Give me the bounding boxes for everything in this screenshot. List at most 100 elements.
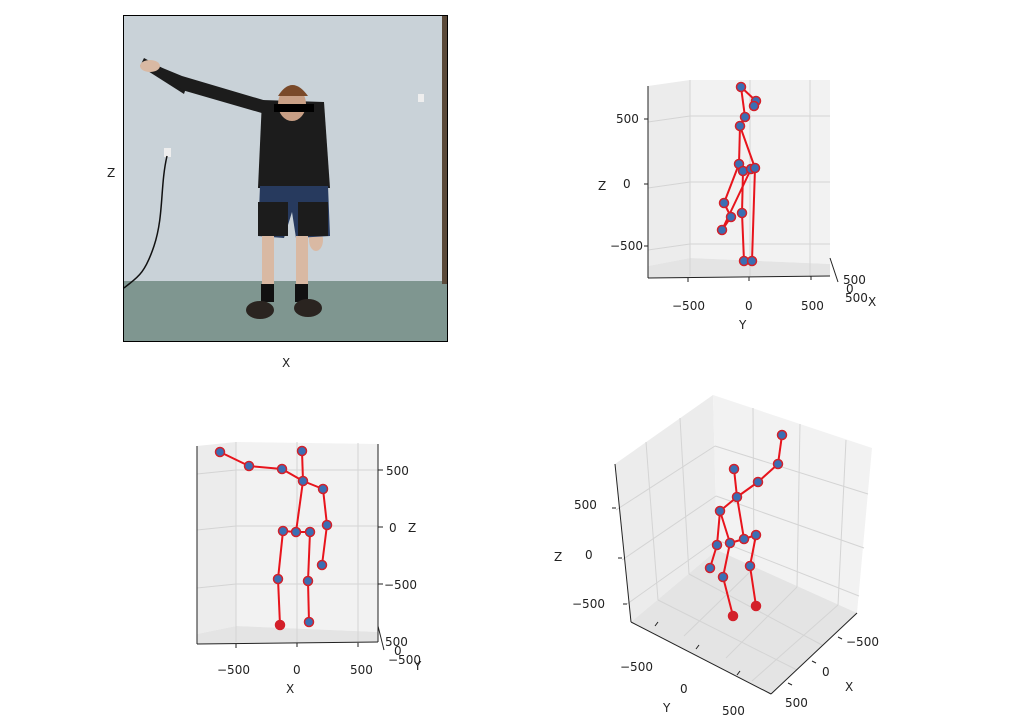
front-z-tick-0: 0 [623, 177, 631, 191]
side-joint [316, 559, 328, 571]
photo-right-shoe [294, 299, 322, 317]
persp-grid [615, 407, 869, 682]
front-joint [716, 224, 728, 236]
person-photo [124, 16, 447, 341]
persp-x-tick-m500: −500 [846, 635, 879, 649]
persp-y-tick-500: 500 [722, 704, 745, 718]
persp-joint [727, 610, 739, 622]
side-bone [307, 580, 310, 623]
persp-left-pane [615, 395, 717, 622]
side-joint [297, 475, 309, 487]
side-bone [322, 488, 328, 526]
front-bone [741, 212, 745, 262]
persp-bone [722, 542, 731, 578]
side-joint [321, 519, 333, 531]
photo-door-edge [442, 16, 447, 284]
persp-y-tick-0: 0 [680, 682, 688, 696]
side-joint [243, 460, 255, 472]
side-x-tick-0: 0 [293, 663, 301, 677]
photo-panel [123, 15, 448, 342]
side-bone [295, 480, 304, 533]
side-joint [214, 446, 226, 458]
side-joint [276, 463, 288, 475]
persp-right-pane [713, 395, 872, 613]
side-y-tick-a: 500 [385, 635, 408, 649]
persp-joint [744, 560, 756, 572]
front-joint [739, 111, 751, 123]
side-bone [219, 451, 250, 467]
side-joint [317, 483, 329, 495]
photo-cable [124, 155, 168, 289]
persp-joint [728, 463, 740, 475]
persp-bone [722, 576, 734, 617]
front-skeleton [716, 81, 762, 267]
photo-left-shoe [246, 301, 274, 319]
front-joint [749, 162, 761, 174]
side-bone [277, 578, 281, 626]
side-joint [296, 445, 308, 457]
side-x-tick-500: 500 [350, 663, 373, 677]
side-x-tick-m500: −500 [217, 663, 250, 677]
photo-floor [124, 281, 447, 341]
front-x-tick-b: 0 [846, 282, 854, 296]
front-z-tick-500: 500 [616, 112, 639, 126]
front-joint [735, 81, 747, 93]
front-view-plot [644, 80, 839, 283]
front-joint [725, 211, 737, 223]
front-y-tick-500: 500 [801, 299, 824, 313]
persp-bone [736, 496, 745, 540]
front-joint [736, 207, 748, 219]
persp-bone [719, 510, 731, 544]
persp-joint [714, 505, 726, 517]
front-bone [739, 125, 756, 169]
persp-bone [716, 510, 721, 546]
side-y-label: Y [413, 659, 422, 673]
side-z-label: Z [408, 521, 416, 535]
side-z-tick-500: 500 [386, 464, 409, 478]
front-z-label: Z [598, 179, 606, 193]
front-joint [734, 120, 746, 132]
eye-redaction-bar [274, 104, 314, 112]
side-joint [304, 526, 316, 538]
persp-joint [711, 539, 723, 551]
persp-joint [750, 600, 762, 612]
side-floor-pane [197, 626, 378, 644]
side-bone [307, 531, 311, 582]
side-z-tick-m500: −500 [384, 578, 417, 592]
photo-wall-socket [164, 148, 171, 157]
photo-z-label: Z [107, 166, 115, 180]
persp-z-label: Z [554, 550, 562, 564]
front-floor-pane [648, 258, 830, 278]
persp-floor-pane [631, 550, 857, 694]
side-y-tick-c: −500 [388, 653, 421, 667]
persp-x-label: X [845, 680, 853, 694]
side-bone [248, 465, 283, 470]
side-joint [272, 573, 284, 585]
front-bone [738, 125, 741, 165]
side-view-plot [196, 442, 385, 651]
persp-z-tick-0: 0 [585, 548, 593, 562]
perspective-view-plot [612, 395, 872, 695]
persp-bone [749, 534, 757, 567]
photo-left-leg [262, 236, 274, 298]
front-back-pane [690, 80, 830, 264]
front-joint [746, 255, 758, 267]
side-y-tick-b: 0 [394, 644, 402, 658]
side-bone [321, 524, 328, 566]
front-left-pane [648, 80, 690, 266]
persp-x-tick-500: 500 [785, 696, 808, 710]
side-joint [302, 575, 314, 587]
side-joint [290, 526, 302, 538]
front-joint [718, 197, 730, 209]
persp-bone [749, 565, 757, 607]
side-skeleton [214, 445, 333, 631]
persp-joint [772, 458, 784, 470]
persp-joint [776, 429, 788, 441]
side-joint [277, 525, 289, 537]
front-x-label: X [868, 295, 876, 309]
front-y-tick-m500: −500 [672, 299, 705, 313]
front-y-tick-0: 0 [745, 299, 753, 313]
front-bone [723, 163, 740, 204]
front-y-label: Y [738, 318, 747, 332]
